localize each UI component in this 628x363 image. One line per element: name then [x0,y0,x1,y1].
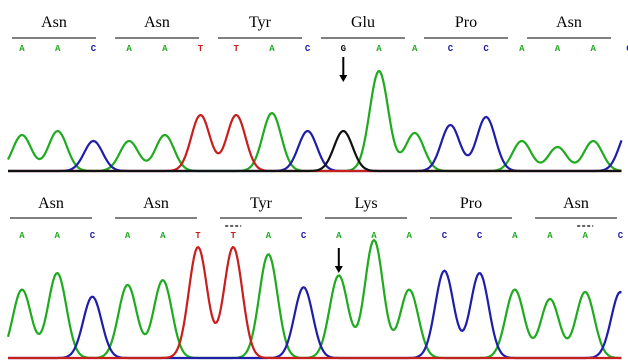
mutation-arrow-icon [334,248,343,273]
base-call: A [266,231,272,241]
base-call: C [618,231,624,241]
trace-t [8,245,622,360]
base-call: T [195,231,201,241]
base-call: C [91,44,97,54]
trace-g [8,130,622,173]
base-call: A [336,231,342,241]
codon-label: Asn [144,14,170,31]
trace-c [8,269,622,360]
codon-label: Asn [41,14,67,31]
base-call: A [512,231,518,241]
codon-label: Pro [455,14,477,31]
codon-label: Asn [563,195,589,212]
base-call: A [412,44,418,54]
base-call: C [448,44,454,54]
base-call: A [371,231,377,241]
base-call: A [519,44,525,54]
codon-label: Asn [38,195,64,212]
trace-c [8,115,623,173]
base-call: A [126,44,132,54]
base-call: A [162,44,168,54]
panel-mutant: Asn Asn Tyr Lys Pro Asn A A C A A T T A C A A A C C A A A C [6,195,624,360]
codon-label: Lys [354,195,377,212]
base-call: A [55,44,61,54]
base-call: A [555,44,561,54]
base-call: A [376,44,382,54]
trace-a [6,238,622,360]
base-call: A [19,44,25,54]
base-call: A [590,44,596,54]
codon-label: Asn [143,195,169,212]
base-call: C [483,44,489,54]
base-call: A [547,231,553,241]
base-call: A [406,231,412,241]
codon-label: Tyr [250,195,273,212]
base-call: C [477,231,483,241]
base-call: C [90,231,96,241]
base-call: A [54,231,60,241]
base-call: C [626,44,628,54]
codon-label: Tyr [249,14,272,31]
base-call: T [233,44,239,54]
mutation-arrow-icon [339,57,348,82]
base-call: T [230,231,236,241]
panel-wild-type: Asn Asn Tyr Glu Pro Asn A A C A A T T A C G A A C C A A A C [7,14,628,173]
base-call: A [125,231,131,241]
base-call: A [160,231,166,241]
base-call: T [198,44,204,54]
base-call: A [269,44,275,54]
codon-label: Asn [556,14,582,31]
base-call: C [442,231,448,241]
codon-label: Glu [351,14,375,31]
base-call: C [301,231,307,241]
base-call: A [19,231,25,241]
base-call: G [341,44,346,54]
base-call: A [582,231,588,241]
base-call: C [305,44,311,54]
trace-a [7,70,622,173]
codon-label: Pro [460,195,482,212]
